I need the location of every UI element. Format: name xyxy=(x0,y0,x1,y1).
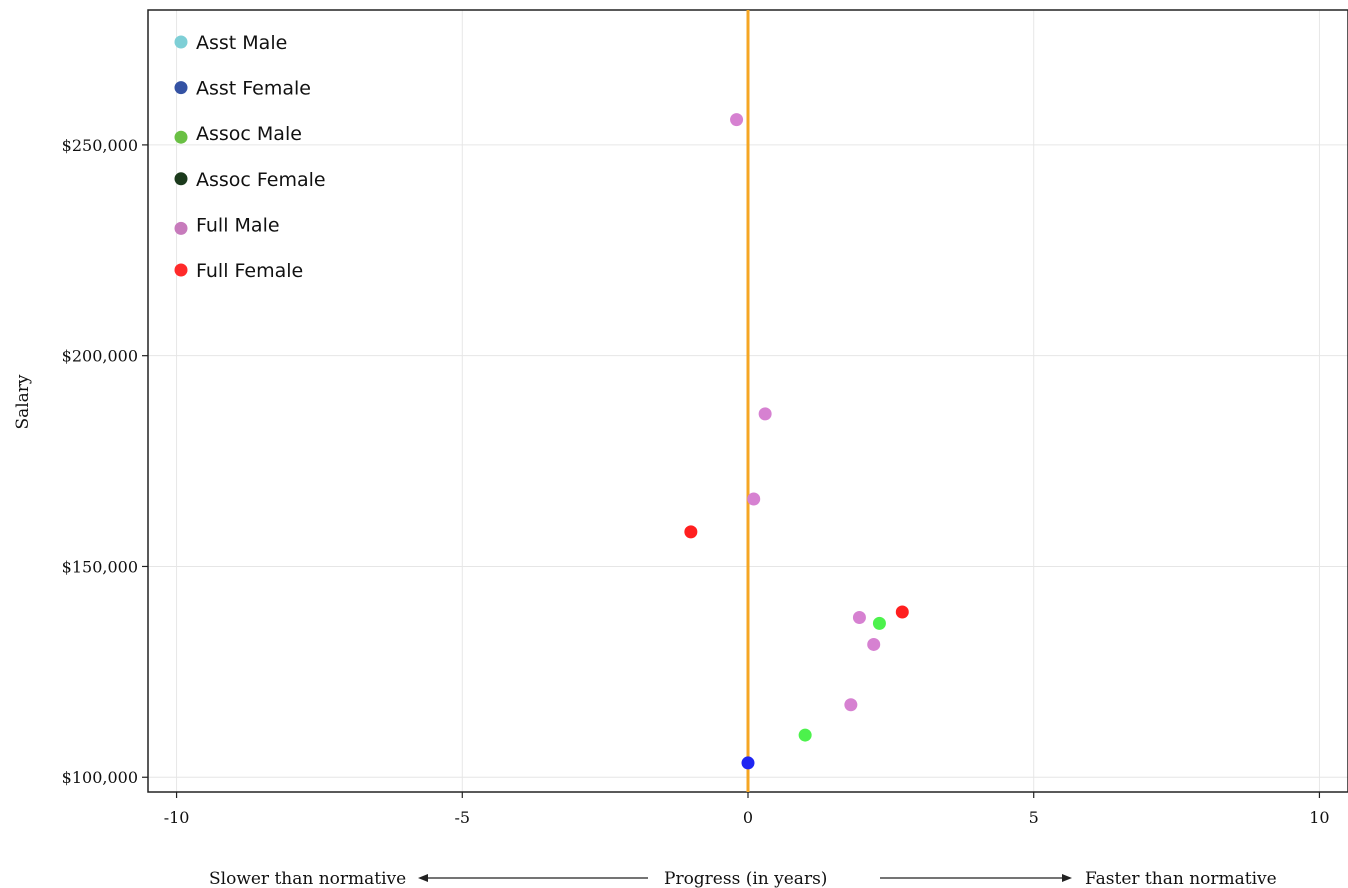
data-point xyxy=(684,525,698,539)
legend-marker xyxy=(174,130,188,144)
legend-label: Full Female xyxy=(196,260,303,282)
slower-annotation: Slower than normative xyxy=(209,869,406,888)
data-point xyxy=(758,407,772,421)
legend-label: Full Male xyxy=(196,214,280,236)
x-tick-label: -5 xyxy=(454,808,470,827)
data-point xyxy=(895,605,909,619)
y-axis-label: Salary xyxy=(13,374,33,429)
points-layer xyxy=(684,113,909,770)
data-point xyxy=(741,756,755,770)
legend-marker xyxy=(174,172,188,186)
data-point xyxy=(798,728,812,742)
data-point xyxy=(730,113,744,127)
legend-marker xyxy=(174,263,188,277)
data-point xyxy=(852,610,866,624)
data-point xyxy=(844,698,858,712)
y-tick-label: $150,000 xyxy=(62,557,138,576)
y-tick-label: $100,000 xyxy=(62,768,138,787)
x-tick-label: 10 xyxy=(1309,808,1329,827)
faster-annotation: Faster than normative xyxy=(1085,869,1277,888)
y-tick-label: $250,000 xyxy=(62,136,138,155)
data-point xyxy=(747,492,761,506)
legend-marker xyxy=(174,221,188,235)
legend-marker xyxy=(174,35,188,49)
legend-layer: Asst Male Asst Female Assoc Male Assoc Fema… xyxy=(174,32,326,282)
legend-label: Assoc Male xyxy=(196,123,302,145)
legend-label: Asst Male xyxy=(196,32,287,54)
x-tick-label: -10 xyxy=(164,808,190,827)
legend-label: Assoc Female xyxy=(196,169,326,191)
right-arrow-head xyxy=(1062,874,1072,882)
data-point xyxy=(867,637,881,651)
legend-label: Asst Female xyxy=(196,78,311,100)
x-axis-label: Progress (in years) xyxy=(664,869,827,888)
x-tick-label: 5 xyxy=(1029,808,1039,827)
legend-marker xyxy=(174,81,188,95)
plot-layer: -10 -5 0 5 10 $100,000 $150,000 $200,000 $250,00… xyxy=(13,9,1348,888)
y-tick-label: $200,000 xyxy=(62,347,138,366)
left-arrow-head xyxy=(418,874,428,882)
annotation-layer: Salary Slower than normative Progress (in … xyxy=(13,374,1277,888)
x-tick-label: 0 xyxy=(743,808,753,827)
data-point xyxy=(872,616,886,630)
